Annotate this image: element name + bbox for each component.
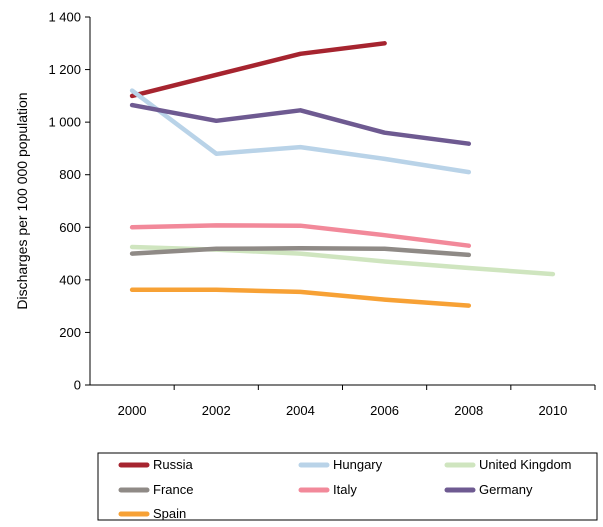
- legend-label-spain: Spain: [153, 506, 186, 521]
- legend: Russia Hungary United Kingdom France Italy Ge…: [118, 457, 572, 521]
- x-tick-label: 2000: [118, 403, 147, 418]
- series-line-russia: [129, 41, 387, 99]
- axes: [89, 17, 595, 386]
- series-line-spain: [129, 287, 472, 308]
- y-ticks: 0 200 400 600 800 1 000 1 200 1 400: [48, 10, 90, 393]
- legend-box: [97, 452, 598, 521]
- y-tick-label: 200: [59, 325, 81, 340]
- y-axis-title: Discharges per 100 000 population: [14, 92, 30, 309]
- x-tick-label: 2008: [454, 403, 483, 418]
- y-tick-label: 400: [59, 272, 81, 287]
- y-tick-label: 1 400: [48, 10, 81, 25]
- series-line-germany: [129, 102, 472, 146]
- y-tick-label: 800: [59, 167, 81, 182]
- x-tick-label: 2002: [202, 403, 231, 418]
- legend-label-united-kingdom: United Kingdom: [479, 457, 572, 472]
- series-lines: [129, 41, 556, 308]
- x-ticks: 2000 2002 2004 2006 2008 2010: [118, 385, 596, 418]
- x-tick-label: 2010: [538, 403, 567, 418]
- x-tick-label: 2006: [370, 403, 399, 418]
- series-line-italy: [129, 223, 472, 248]
- series-line-hungary: [129, 88, 472, 175]
- y-tick-label: 1 000: [48, 115, 81, 130]
- legend-label-russia: Russia: [153, 457, 194, 472]
- series-line-france: [129, 246, 472, 258]
- y-tick-label: 600: [59, 220, 81, 235]
- legend-label-france: France: [153, 482, 193, 497]
- y-tick-label: 0: [74, 378, 81, 393]
- y-tick-label: 1 200: [48, 62, 81, 77]
- legend-label-germany: Germany: [479, 482, 533, 497]
- x-tick-label: 2004: [286, 403, 315, 418]
- legend-label-italy: Italy: [333, 482, 357, 497]
- legend-label-hungary: Hungary: [333, 457, 383, 472]
